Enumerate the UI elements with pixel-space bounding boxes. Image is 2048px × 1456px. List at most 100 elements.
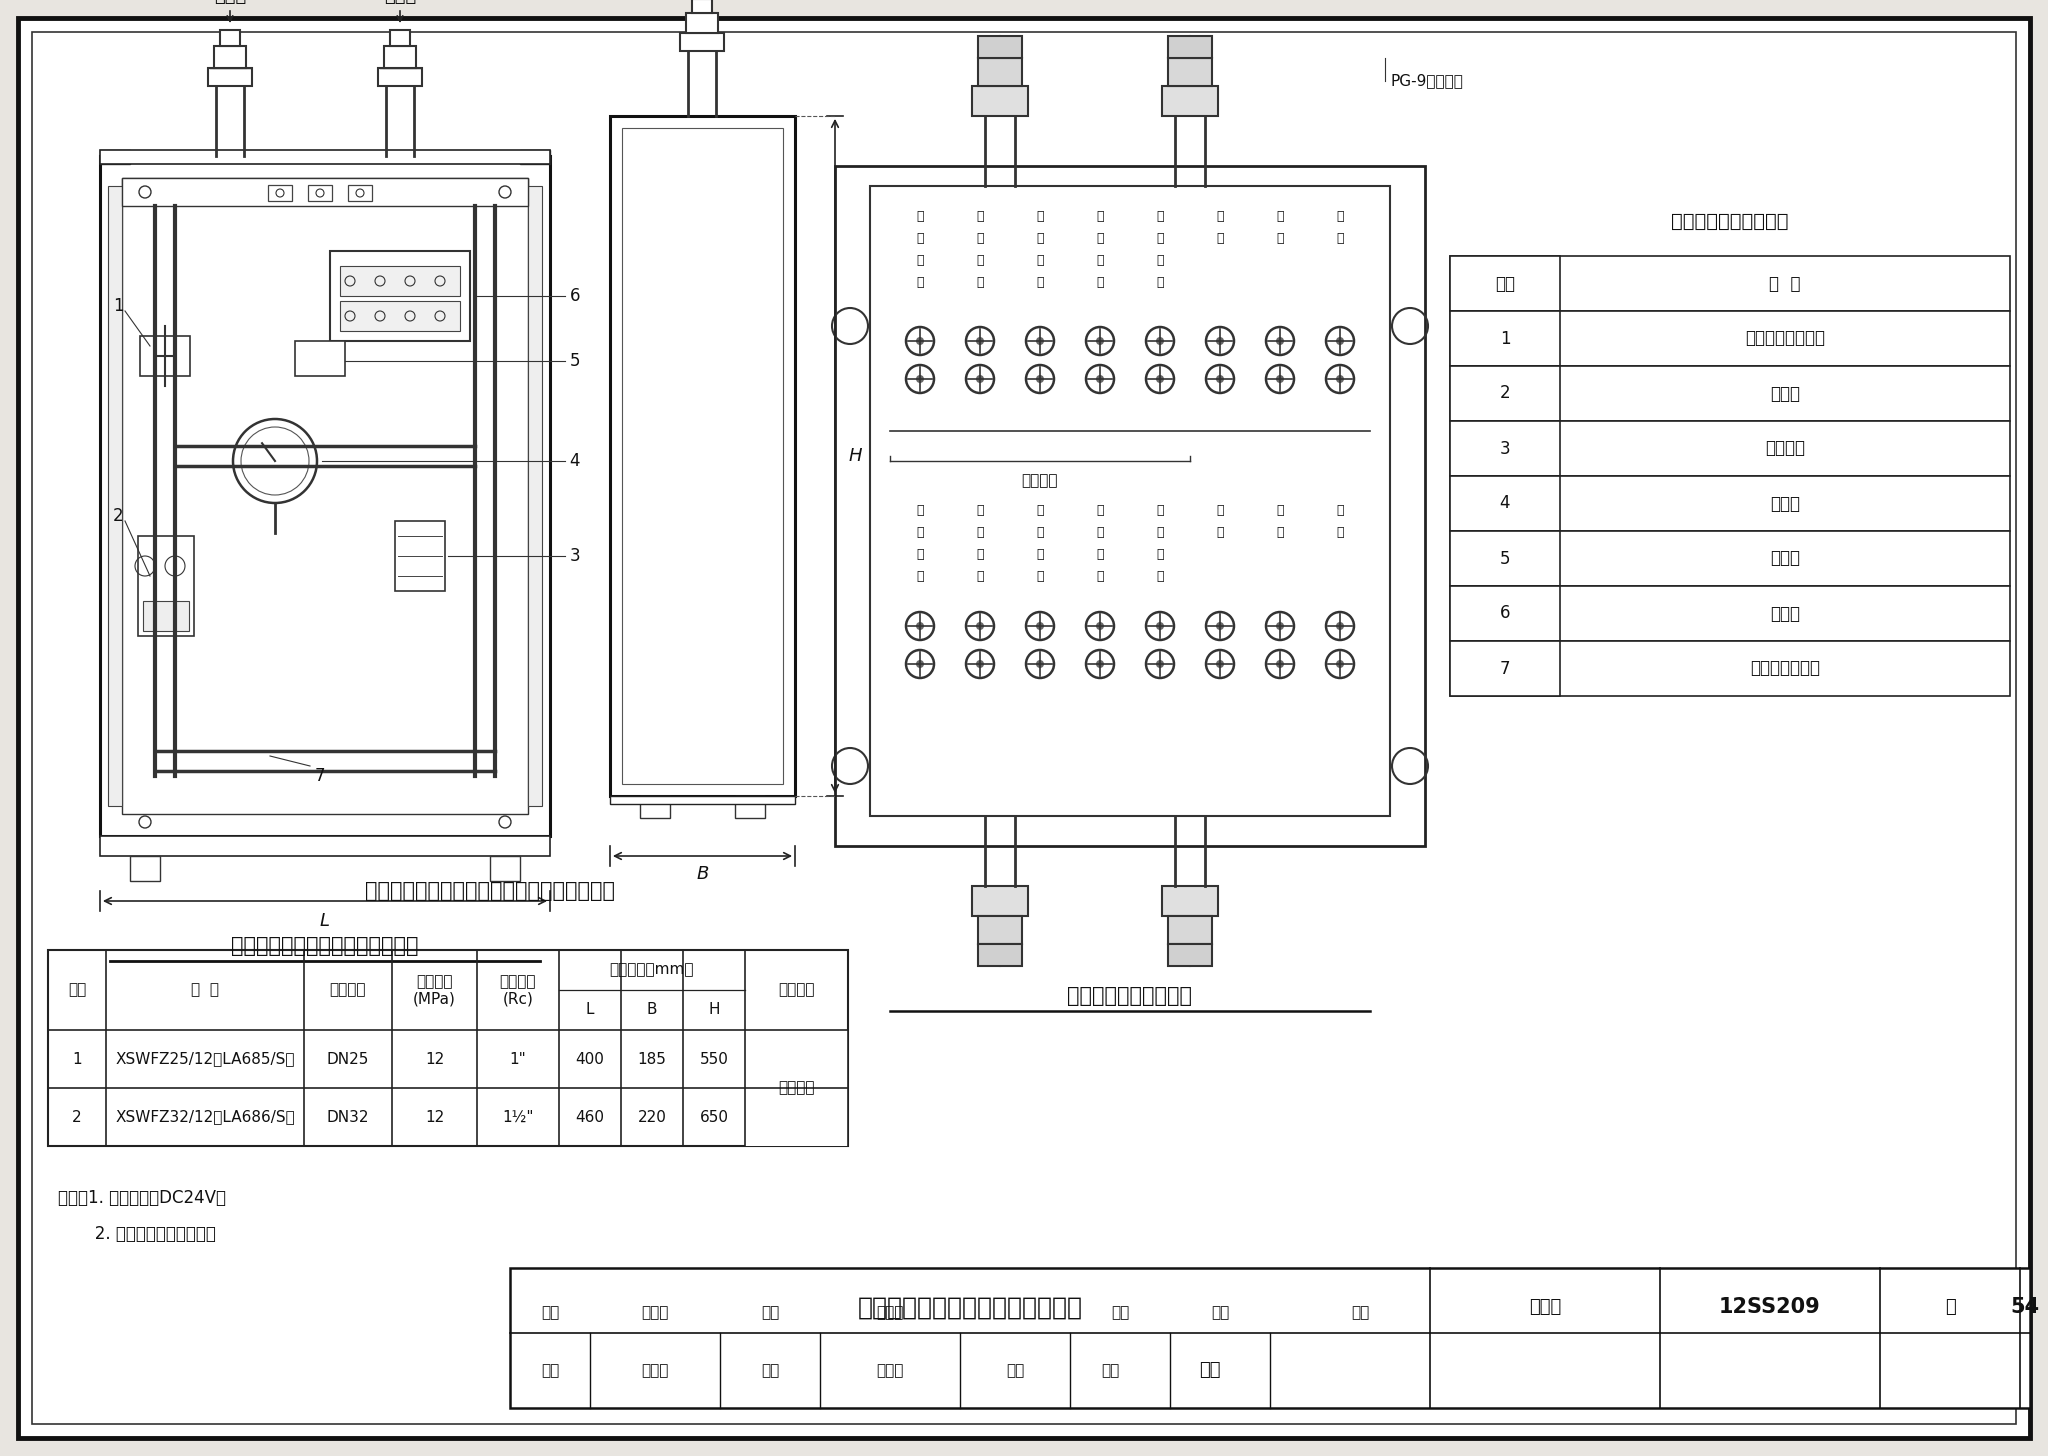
Circle shape bbox=[915, 376, 924, 383]
Bar bbox=[348, 185, 373, 201]
Bar bbox=[510, 1268, 2030, 1408]
Bar bbox=[1450, 312, 1561, 365]
Text: DN32: DN32 bbox=[328, 1109, 369, 1124]
Text: 编号: 编号 bbox=[1495, 275, 1516, 293]
Circle shape bbox=[977, 660, 983, 668]
Text: 触: 触 bbox=[1096, 253, 1104, 266]
Circle shape bbox=[1217, 336, 1225, 345]
Circle shape bbox=[915, 660, 924, 668]
Circle shape bbox=[1096, 660, 1104, 668]
Text: B: B bbox=[647, 1003, 657, 1018]
Text: 公: 公 bbox=[1096, 504, 1104, 517]
Circle shape bbox=[1276, 660, 1284, 668]
Bar bbox=[268, 185, 293, 201]
Text: L: L bbox=[586, 1003, 594, 1018]
Bar bbox=[639, 796, 670, 818]
Bar bbox=[686, 13, 719, 33]
Bar bbox=[395, 521, 444, 591]
Text: 7: 7 bbox=[1499, 660, 1509, 677]
Text: 图集号: 图集号 bbox=[1530, 1299, 1561, 1316]
Text: XSWFZ25/12（LA685/S）: XSWFZ25/12（LA685/S） bbox=[115, 1051, 295, 1066]
Text: 洪亮: 洪亮 bbox=[1200, 1361, 1221, 1379]
Text: 点: 点 bbox=[1157, 571, 1163, 584]
Text: 点: 点 bbox=[1036, 571, 1044, 584]
Bar bbox=[745, 1029, 848, 1146]
Text: 备: 备 bbox=[1276, 504, 1284, 517]
Circle shape bbox=[1217, 622, 1225, 630]
Text: 触: 触 bbox=[1096, 549, 1104, 562]
Circle shape bbox=[1335, 376, 1343, 383]
Text: 用: 用 bbox=[1335, 527, 1343, 540]
Text: 正: 正 bbox=[915, 549, 924, 562]
Text: 用: 用 bbox=[1276, 232, 1284, 245]
Bar bbox=[836, 166, 1425, 846]
Bar bbox=[109, 186, 123, 807]
Bar bbox=[385, 47, 416, 68]
Text: PG-9防水接头: PG-9防水接头 bbox=[1391, 73, 1462, 89]
Bar bbox=[209, 68, 252, 86]
Text: 名  称: 名 称 bbox=[1769, 275, 1800, 293]
Text: 6: 6 bbox=[569, 287, 580, 304]
Text: 备: 备 bbox=[1335, 504, 1343, 517]
Text: 过滤器: 过滤器 bbox=[1769, 384, 1800, 402]
Text: 460: 460 bbox=[575, 1109, 604, 1124]
Text: 电: 电 bbox=[915, 210, 924, 223]
Text: 止回阀: 止回阀 bbox=[1769, 549, 1800, 568]
Bar bbox=[100, 150, 551, 165]
Text: 负: 负 bbox=[977, 253, 983, 266]
Text: 公称压力
(MPa): 公称压力 (MPa) bbox=[414, 974, 457, 1006]
Bar bbox=[528, 186, 543, 807]
Text: 4: 4 bbox=[569, 451, 580, 470]
Bar bbox=[137, 536, 195, 636]
Bar bbox=[213, 47, 246, 68]
Bar bbox=[1167, 916, 1212, 943]
Bar bbox=[1161, 86, 1219, 116]
Text: 校对: 校对 bbox=[762, 1363, 778, 1377]
Text: 极: 极 bbox=[977, 571, 983, 584]
Bar bbox=[1450, 476, 1561, 531]
Text: 负: 负 bbox=[977, 549, 983, 562]
Text: DN25: DN25 bbox=[328, 1051, 369, 1066]
Bar bbox=[330, 250, 469, 341]
Bar bbox=[520, 150, 551, 165]
Text: 触: 触 bbox=[1157, 549, 1163, 562]
Circle shape bbox=[1335, 336, 1343, 345]
Text: XSWFZ32/12（LA686/S）: XSWFZ32/12（LA686/S） bbox=[115, 1109, 295, 1124]
Text: 12: 12 bbox=[424, 1051, 444, 1066]
Bar bbox=[1450, 531, 2009, 585]
Text: 1½": 1½" bbox=[502, 1109, 535, 1124]
Text: 电: 电 bbox=[915, 504, 924, 517]
Circle shape bbox=[1335, 622, 1343, 630]
Text: 公称尺寸: 公称尺寸 bbox=[330, 983, 367, 997]
Text: 说明：1. 电源电压为DC24V。: 说明：1. 电源电压为DC24V。 bbox=[57, 1190, 225, 1207]
Text: 用: 用 bbox=[1276, 527, 1284, 540]
Bar bbox=[973, 86, 1028, 116]
Bar bbox=[47, 949, 848, 1146]
Text: 适用系统: 适用系统 bbox=[778, 983, 815, 997]
Bar bbox=[379, 68, 422, 86]
Bar bbox=[1450, 585, 2009, 641]
Bar bbox=[489, 856, 520, 881]
Text: 开: 开 bbox=[1036, 527, 1044, 540]
Circle shape bbox=[1155, 336, 1163, 345]
Text: 点: 点 bbox=[1096, 571, 1104, 584]
Text: 洪亮: 洪亮 bbox=[1102, 1363, 1118, 1377]
Text: 1": 1" bbox=[510, 1051, 526, 1066]
Text: 220: 220 bbox=[637, 1109, 666, 1124]
Text: 1: 1 bbox=[72, 1051, 82, 1066]
Text: 触: 触 bbox=[1036, 549, 1044, 562]
Text: 公: 公 bbox=[1096, 210, 1104, 223]
Circle shape bbox=[1276, 376, 1284, 383]
Text: 极: 极 bbox=[915, 571, 924, 584]
Text: 校对: 校对 bbox=[762, 1306, 778, 1321]
Text: 页: 页 bbox=[1946, 1299, 1956, 1316]
Bar bbox=[1450, 641, 1561, 696]
Text: 接线盒: 接线盒 bbox=[1769, 604, 1800, 623]
Circle shape bbox=[977, 336, 983, 345]
Text: 550: 550 bbox=[700, 1051, 729, 1066]
Text: 流量开关: 流量开关 bbox=[1765, 440, 1804, 457]
Text: 备: 备 bbox=[1276, 210, 1284, 223]
Bar bbox=[870, 186, 1391, 815]
Text: 刘炳海: 刘炳海 bbox=[641, 1363, 670, 1377]
Text: 流量开关: 流量开关 bbox=[1022, 473, 1059, 489]
